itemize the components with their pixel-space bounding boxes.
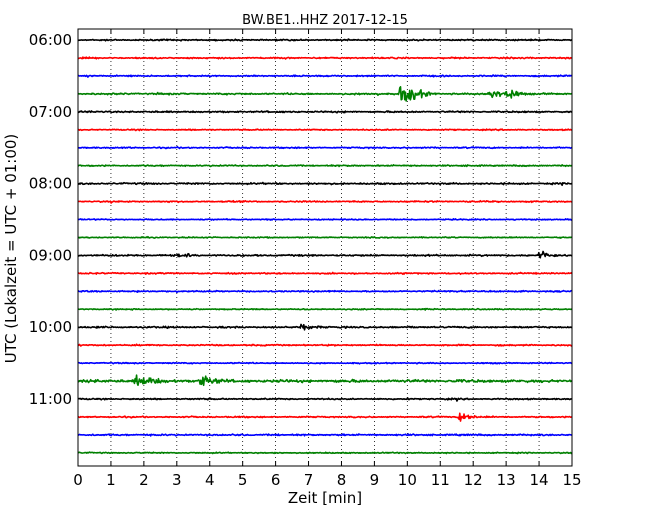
x-tick-label-1: 1 (106, 471, 116, 489)
trace-1045 (77, 374, 573, 387)
x-tick-label-8: 8 (337, 471, 347, 489)
y-axis-label: UTC (Lokalzeit = UTC + 01:00) (2, 134, 20, 364)
trace-1030 (77, 361, 573, 365)
x-tick-label-6: 6 (271, 471, 281, 489)
x-tick-label-15: 15 (562, 471, 581, 489)
x-tick-label-12: 12 (464, 471, 483, 489)
ticks-layer: 0 1 2 3 4 5 6 7 8 9 10 11 12 13 14 1506:0007:0008:0009:… (29, 29, 582, 489)
trace-0615 (77, 56, 573, 60)
trace-1000 (77, 323, 573, 331)
trace-1115 (77, 412, 573, 422)
trace-0730 (77, 145, 573, 150)
x-tick-label-14: 14 (530, 471, 549, 489)
x-tick-label-10: 10 (398, 471, 417, 489)
trace-0645 (77, 85, 573, 102)
trace-1015 (77, 343, 573, 347)
x-tick-label-5: 5 (238, 471, 248, 489)
trace-0945 (77, 307, 573, 311)
trace-0900 (77, 250, 573, 259)
traces-layer (77, 38, 573, 455)
trace-0800 (77, 181, 573, 187)
x-axis-label: Zeit [min] (288, 489, 362, 507)
y-tick-label-0700: 07:00 (29, 103, 72, 121)
y-tick-label-1100: 11:00 (29, 390, 72, 408)
x-tick-label-4: 4 (205, 471, 215, 489)
x-tick-label-2: 2 (139, 471, 149, 489)
trace-0630 (77, 74, 573, 78)
y-tick-label-0900: 09:00 (29, 246, 72, 264)
trace-1130 (77, 433, 573, 437)
trace-1145 (77, 451, 573, 455)
trace-0830 (77, 217, 573, 222)
trace-0600 (77, 38, 573, 42)
plot-frame (77, 28, 573, 467)
y-tick-label-1000: 10:00 (29, 318, 72, 336)
grid-layer (110, 29, 540, 466)
trace-0745 (77, 163, 573, 168)
chart-title: BW.BE1..HHZ 2017-12-15 (242, 13, 408, 28)
x-tick-label-0: 0 (73, 471, 83, 489)
x-tick-label-13: 13 (497, 471, 516, 489)
trace-0930 (77, 289, 573, 294)
trace-0845 (77, 235, 573, 239)
trace-1100 (77, 397, 573, 402)
x-tick-label-7: 7 (304, 471, 314, 489)
trace-0915 (77, 271, 573, 276)
x-tick-label-9: 9 (370, 471, 380, 489)
trace-0715 (77, 128, 573, 132)
trace-0815 (77, 199, 573, 204)
y-tick-label-0600: 06:00 (29, 31, 72, 49)
y-tick-label-0800: 08:00 (29, 175, 72, 193)
x-tick-label-11: 11 (431, 471, 450, 489)
x-tick-label-3: 3 (172, 471, 182, 489)
trace-0700 (77, 110, 573, 114)
